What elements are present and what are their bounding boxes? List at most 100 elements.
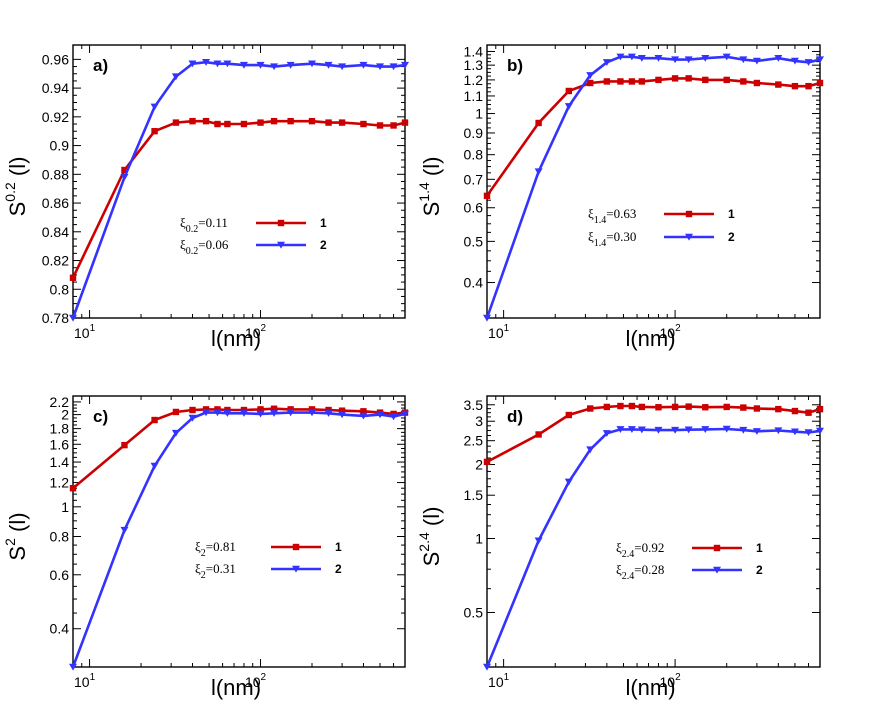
y-tick-label: 0.9 <box>464 125 484 141</box>
x-axis-label: l(nm) <box>211 326 261 351</box>
data-point <box>172 119 180 126</box>
data-point <box>257 406 264 413</box>
data-point <box>359 61 368 69</box>
legend-label: ξ0.2=0.11 <box>180 215 228 235</box>
data-point <box>307 409 316 417</box>
y-tick-label: 0.6 <box>464 200 484 216</box>
data-point <box>389 413 398 421</box>
data-point <box>535 431 542 438</box>
panel-label: c) <box>93 407 108 426</box>
data-point <box>483 314 491 322</box>
y-tick-label: 2 <box>475 457 483 473</box>
y-tick-label: 0.86 <box>42 195 69 211</box>
panel-d: 101 102 0.5 1 1.5 2 2.5 33.5 d) l(nm) S2.4 (l) ξ2.4… <box>416 395 824 700</box>
legend-marker <box>685 233 693 241</box>
data-point <box>270 63 279 71</box>
series-1 <box>483 75 824 200</box>
y-tick-label: 1 <box>61 499 69 515</box>
x-tick-label: 102 <box>660 672 682 690</box>
data-point <box>702 404 709 411</box>
legend-id: 2 <box>728 230 735 244</box>
data-point <box>172 408 180 416</box>
x-tick-label: 102 <box>660 323 682 341</box>
data-point <box>701 426 710 433</box>
legend-id: 1 <box>756 541 763 555</box>
data-point <box>286 61 295 69</box>
data-point <box>740 78 747 85</box>
y-tick-label: 0.7 <box>464 171 484 187</box>
data-point <box>213 409 222 417</box>
x-tick-label: 102 <box>245 323 267 341</box>
data-point <box>401 119 409 126</box>
series-1 <box>483 402 824 466</box>
data-point <box>324 61 333 69</box>
data-point <box>816 56 824 64</box>
legend-label: ξ2.4=0.28 <box>616 562 664 582</box>
data-point <box>270 117 278 125</box>
data-point <box>359 412 368 420</box>
data-point <box>804 59 813 66</box>
data-point <box>324 410 333 417</box>
data-point <box>171 73 180 81</box>
y-tick-label: 0.4 <box>50 621 70 637</box>
legend-entry-1: ξ1.4=0.63 1 <box>588 206 735 226</box>
data-point <box>701 54 710 62</box>
data-point <box>564 103 573 110</box>
data-point <box>224 406 231 414</box>
y-tick-label: 0.8 <box>50 529 70 545</box>
data-point <box>586 446 595 454</box>
x-tick-label: 101 <box>74 672 96 690</box>
data-point <box>790 428 799 436</box>
y-tick-label: 1 <box>475 530 483 546</box>
data-point <box>256 61 265 69</box>
x-axis-label: l(nm) <box>625 326 675 351</box>
legend-id: 1 <box>335 540 342 554</box>
data-point <box>151 416 158 424</box>
data-point <box>616 426 625 433</box>
data-point <box>775 405 782 413</box>
data-point <box>617 78 624 85</box>
data-point <box>214 120 221 128</box>
data-point <box>188 60 197 68</box>
data-point <box>722 53 731 61</box>
data-point <box>202 117 210 125</box>
data-point <box>637 54 646 62</box>
data-point <box>603 78 611 85</box>
legend-marker <box>713 544 721 552</box>
data-point <box>214 406 221 413</box>
data-point <box>376 411 385 419</box>
legend-label: ξ0.2=0.06 <box>180 237 229 257</box>
x-tick-label: 101 <box>488 672 510 690</box>
y-tick-label: 1.6 <box>50 436 70 452</box>
panel-label: b) <box>507 56 523 75</box>
y-axis-label: S1.4 (l) <box>416 157 444 217</box>
data-point <box>791 82 799 90</box>
series-line <box>485 55 821 319</box>
data-point <box>671 426 680 434</box>
data-point <box>270 405 278 412</box>
data-point <box>805 82 812 90</box>
y-tick-label: 1.2 <box>50 475 70 491</box>
y-tick-label: 0.8 <box>50 281 70 297</box>
x-axis-label: l(nm) <box>625 675 675 700</box>
data-point <box>671 56 680 64</box>
data-point <box>69 314 77 322</box>
data-point <box>564 478 573 486</box>
data-point <box>816 405 824 413</box>
data-point <box>376 122 384 129</box>
y-tick-label: 0.8 <box>464 147 484 163</box>
data-point <box>188 414 197 422</box>
data-point <box>121 441 128 449</box>
data-point <box>338 407 346 414</box>
data-point <box>389 63 398 71</box>
data-point <box>565 411 573 419</box>
y-tick-label: 1.5 <box>464 487 484 503</box>
panel-c: 101 1020.40.60.811.21.41.61.822.2c)l(nm)S… <box>2 394 409 700</box>
data-point <box>150 462 159 470</box>
y-tick-label: 1.3 <box>464 57 484 73</box>
data-point <box>390 122 397 129</box>
data-point <box>69 663 77 671</box>
data-point <box>654 426 663 434</box>
y-tick-label: 0.88 <box>42 166 69 182</box>
legend-entry-2: ξ0.2=0.06 2 <box>180 237 327 257</box>
